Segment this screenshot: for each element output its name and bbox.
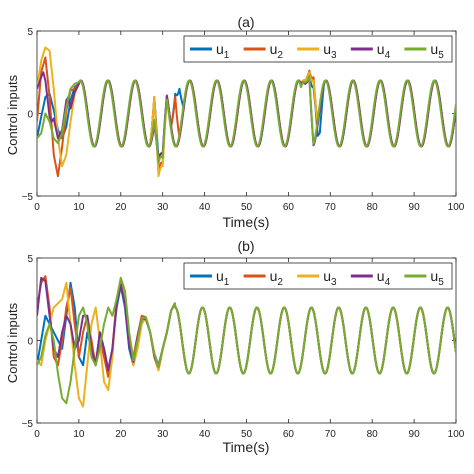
panel-a-legend-label: u3	[323, 41, 337, 61]
panel-a-series-line	[37, 74, 456, 164]
panel-b-ytick-label: 0	[27, 337, 33, 348]
panel-a-legend: u1 u2 u3 u4 u5	[183, 35, 453, 63]
panel-a-xtick-label: 40	[199, 202, 211, 213]
panel-b-legend-label: u3	[323, 268, 337, 288]
panel-a-ytick-label: 0	[27, 110, 33, 121]
panel-a-ytick-label: 5	[27, 27, 33, 38]
panel-a-legend-label: u5	[430, 41, 444, 61]
panel-b-xlabel: Time(s)	[223, 439, 270, 455]
panel-b-series-line	[37, 276, 456, 375]
panel-b-xtick-label: 60	[283, 429, 295, 440]
panel-a-xtick-label: 20	[115, 202, 127, 213]
panel-b-ylabel: Control inputs	[5, 302, 20, 383]
panel-a-legend-label: u2	[270, 41, 284, 61]
panel-b-xtick-label: 100	[448, 429, 465, 440]
panel-a-xtick-label: 50	[241, 202, 253, 213]
panel-b-xtick-label: 0	[34, 429, 40, 440]
panel-b-xtick-label: 10	[73, 429, 85, 440]
panel-a-series-line	[37, 46, 456, 178]
panel-b-xtick-label: 80	[367, 429, 379, 440]
panel-b-xtick-label: 40	[199, 429, 211, 440]
panel-a-xtick-label: 0	[34, 202, 40, 213]
panel-a-ytick-label: −5	[22, 192, 34, 203]
panel-a-xtick-label: 30	[157, 202, 169, 213]
panel-b-legend: u1 u2 u3 u4 u5	[183, 262, 453, 290]
panel-b-legend-label: u4	[377, 268, 391, 288]
panel-b-ytick-label: −5	[22, 419, 34, 430]
panel-a-xtick-label: 60	[283, 202, 295, 213]
panel-b-legend-label: u5	[430, 268, 444, 288]
panel-b-xtick-label: 90	[409, 429, 421, 440]
panel-a-xtick-label: 10	[73, 202, 85, 213]
panel-b-legend-label: u1	[216, 268, 230, 288]
panel-a-legend-label: u4	[377, 41, 391, 61]
panel-a-xtick-label: 80	[367, 202, 379, 213]
panel-a-xtick-label: 100	[448, 202, 465, 213]
panel-b-xtick-label: 70	[325, 429, 337, 440]
panel-b-xtick-label: 20	[115, 429, 127, 440]
panel-a-xlabel: Time(s)	[223, 214, 270, 230]
panel-a-legend-label: u1	[216, 41, 230, 61]
panel-b-series-line	[37, 276, 456, 405]
panel-b-xtick-label: 50	[241, 429, 253, 440]
panel-a-xtick-label: 90	[409, 202, 421, 213]
panel-a-xtick-label: 70	[325, 202, 337, 213]
panel-b-legend-label: u2	[270, 268, 284, 288]
panel-a-ylabel: Control inputs	[5, 74, 20, 155]
panel-b-xtick-label: 30	[157, 429, 169, 440]
panel-a-title: (a)	[237, 14, 254, 30]
panel-b-title: (b)	[237, 238, 254, 254]
panel-b-ytick-label: 5	[27, 254, 33, 265]
